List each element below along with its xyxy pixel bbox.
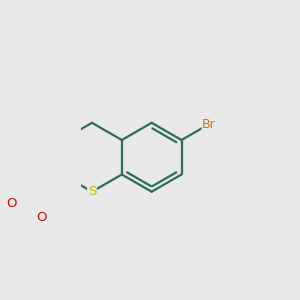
Text: O: O [6,197,16,210]
Text: S: S [88,185,96,198]
Text: Br: Br [202,118,216,131]
Text: O: O [36,211,46,224]
